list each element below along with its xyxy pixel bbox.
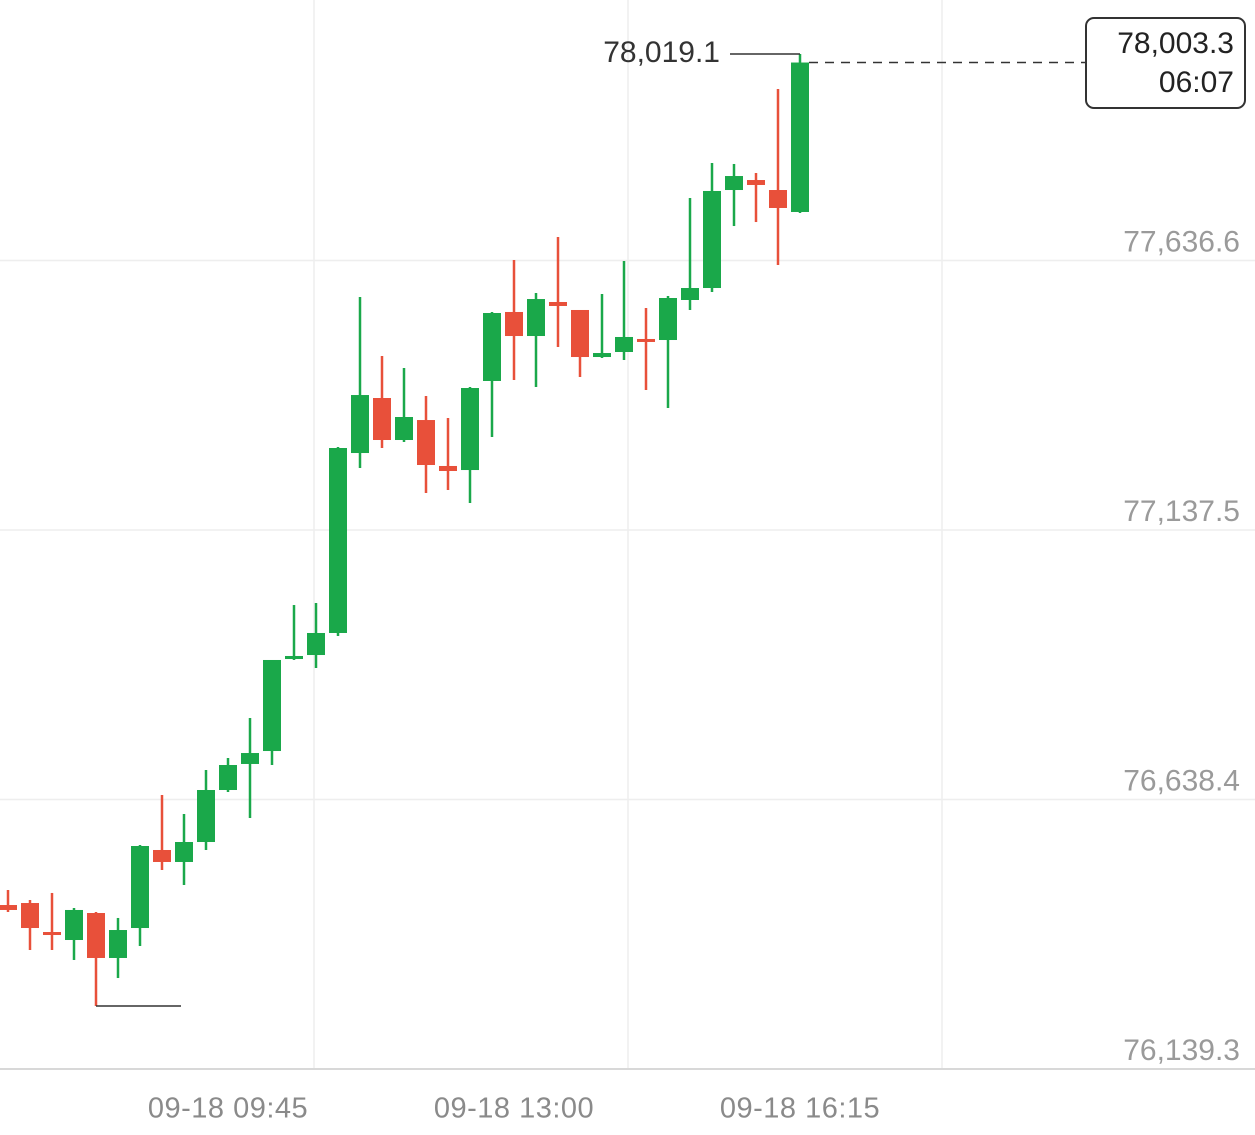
y-tick-label: 76,638.4 [1123, 764, 1240, 797]
candle-body [21, 903, 39, 929]
candle-body [659, 298, 677, 341]
candle-body [131, 845, 149, 929]
x-tick-label: 09-18 16:15 [720, 1093, 880, 1125]
y-tick-label: 77,636.6 [1123, 225, 1240, 258]
candle-body [571, 309, 589, 358]
candle-body [395, 417, 413, 441]
candle-body [65, 909, 83, 941]
candle-body [637, 338, 655, 342]
candle-body [219, 765, 237, 791]
candle-body [725, 176, 743, 191]
candle-body [175, 842, 193, 862]
high-label: 78,019.1 [603, 36, 720, 69]
candle-body [703, 190, 721, 289]
y-tick-label: 76,139.3 [1123, 1034, 1240, 1067]
candle-body [439, 465, 457, 472]
last-price-label: 78,003.3 [1117, 27, 1234, 60]
candle-body [461, 388, 479, 471]
candle-body [263, 659, 281, 752]
candle-body [505, 311, 523, 337]
candle-body [0, 905, 17, 910]
candle-body [417, 420, 435, 466]
y-tick-label: 77,137.5 [1123, 495, 1240, 528]
candle-body [285, 655, 303, 660]
candle-body [527, 299, 545, 337]
candle-body [329, 447, 347, 633]
candle-body [43, 932, 61, 936]
x-tick-label: 09-18 13:00 [434, 1093, 594, 1125]
candle-body [307, 632, 325, 656]
candle-body [197, 790, 215, 843]
candle-body [109, 930, 127, 958]
candle-body [615, 336, 633, 352]
candle-body [593, 353, 611, 358]
candle-body [483, 313, 501, 381]
candle-body [681, 288, 699, 300]
x-tick-label: 09-18 09:45 [148, 1093, 308, 1125]
candle-body [373, 397, 391, 441]
candle-body [351, 395, 369, 454]
candle-body [791, 62, 809, 212]
candle-body [87, 913, 105, 958]
last-price-box [1085, 17, 1246, 109]
candle-body [241, 753, 259, 764]
candle-body [549, 301, 567, 306]
candle-body [153, 849, 171, 862]
candle-body [769, 190, 787, 208]
countdown-label: 06:07 [1159, 66, 1234, 99]
candle-body [747, 180, 765, 185]
